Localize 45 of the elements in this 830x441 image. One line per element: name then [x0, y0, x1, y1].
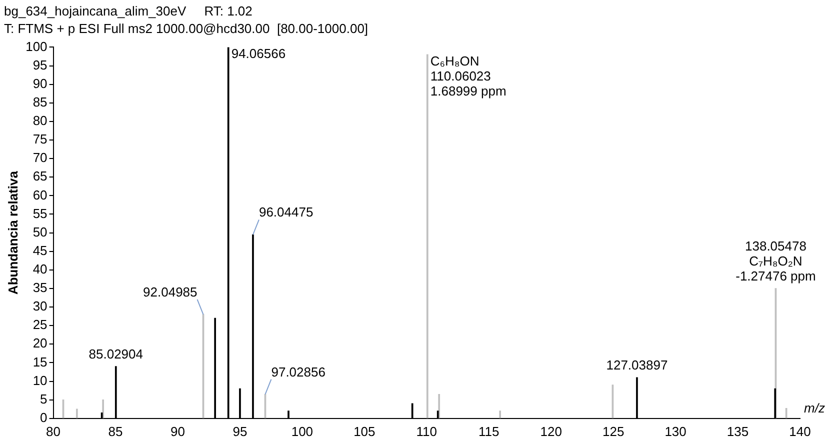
chart-title: bg_634_hojaincana_alim_30eV RT: 1.02 [4, 3, 252, 18]
annotation: 94.06566 [231, 46, 286, 62]
y-tick-label: 40 [32, 262, 48, 276]
annotation: 85.02904 [88, 346, 144, 362]
y-tick-label: 35 [32, 280, 48, 296]
y-tick-label: 20 [32, 336, 48, 351]
chart-subtitle: T: FTMS + p ESI Full ms2 1000.00@hcd30.00 [80.00-1000.00] [4, 20, 368, 36]
x-tick-label: 85 [108, 424, 123, 439]
y-tick-label: 75 [32, 132, 48, 147]
x-tick-label: 140 [789, 424, 811, 439]
x-tick-label: 110 [416, 424, 438, 439]
annotation: 97.02856 [271, 364, 326, 380]
x-tick-label: 105 [354, 424, 376, 439]
annotation: 92.04985 [143, 284, 198, 300]
y-tick-label: 15 [32, 354, 48, 370]
annotation: 127.03897 [606, 358, 668, 373]
y-tick-label: 50 [32, 224, 48, 240]
y-tick-label: 10 [32, 372, 48, 388]
annotation: 138.05478 C₇H₈O₂N -1.27476 ppm [736, 238, 816, 284]
y-tick-label: 65 [32, 168, 48, 184]
y-tick-label: 95 [32, 57, 48, 72]
y-tick-label: 30 [32, 298, 48, 314]
y-tick-label: 60 [32, 187, 48, 202]
y-tick-label: 70 [32, 150, 48, 166]
x-axis-title: m/z [804, 400, 826, 416]
x-tick-label: 115 [478, 424, 500, 439]
x-tick-label: 100 [291, 424, 314, 439]
y-tick-label: 5 [40, 391, 48, 406]
y-tick-label: 85 [32, 94, 48, 110]
x-tick-label: 130 [664, 424, 686, 439]
annotation: C₆H₈ON 110.06023 1.68999 ppm [430, 54, 506, 99]
x-tick-label: 95 [232, 424, 248, 439]
y-axis-title: Abundancia relativa [5, 170, 20, 295]
x-tick-label: 125 [602, 424, 624, 439]
y-tick-label: 90 [32, 76, 48, 91]
x-tick-label: 90 [170, 424, 185, 439]
y-tick-label: 55 [32, 206, 48, 221]
x-tick-label: 120 [540, 424, 562, 439]
y-tick-label: 80 [32, 113, 48, 128]
x-tick-label: 135 [726, 424, 749, 439]
y-tick-label: 25 [32, 317, 48, 332]
y-tick-label: 45 [32, 242, 48, 258]
y-tick-label: 0 [40, 410, 48, 425]
y-tick-label: 100 [26, 38, 48, 54]
annotation: 96.04475 [258, 204, 314, 220]
